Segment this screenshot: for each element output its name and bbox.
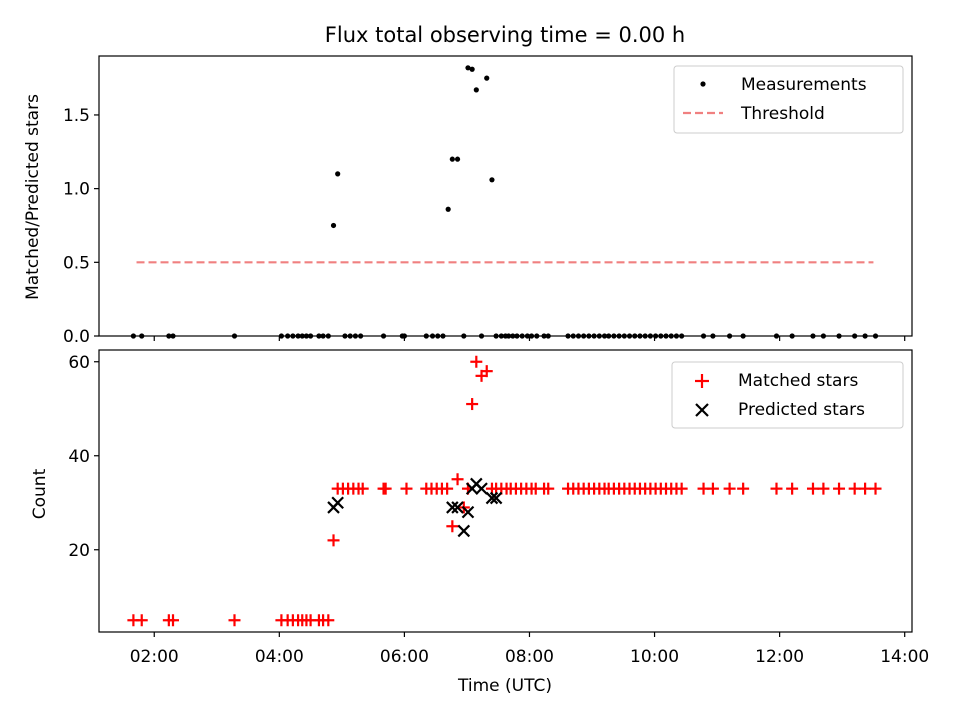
top-legend: Measurements Threshold — [673, 65, 904, 134]
matched-star-point — [859, 482, 872, 495]
chart-title: Flux total observing time = 0.00 h — [325, 23, 685, 47]
x-tick-label: 02:00 — [130, 647, 179, 667]
legend-predicted-marker — [695, 403, 709, 417]
predicted-star-point — [451, 501, 464, 514]
predicted-star-point — [485, 491, 499, 505]
matched-star-point — [327, 534, 340, 547]
measurement-point — [469, 66, 475, 72]
measurement-point — [330, 222, 337, 229]
measurement-point — [473, 87, 479, 93]
bottom-y-tick-label: 40 — [68, 447, 90, 467]
matched-star-point — [135, 614, 148, 627]
legend-measurements-marker — [700, 81, 706, 87]
x-tick-label: 10:00 — [630, 647, 679, 667]
predicted-star-point — [461, 505, 475, 519]
top-panel-frame — [98, 55, 913, 337]
matched-star-point — [675, 482, 688, 495]
matched-star-point — [228, 614, 241, 627]
legend-threshold-label: Threshold — [740, 104, 825, 124]
predicted-star-point — [446, 501, 459, 514]
bottom-panel-x-ticks: 02:00 04:00 06:00 08:00 10:00 12:00 14:00 — [130, 632, 929, 667]
matched-star-point — [833, 482, 846, 495]
predicted-stars-series — [327, 477, 503, 538]
bottom-panel-y-ticks: 20 40 60 — [68, 353, 99, 561]
measurement-point — [484, 75, 490, 81]
bottom-panel-frame — [98, 349, 913, 633]
matched-star-point — [446, 520, 459, 533]
top-y-tick-label: 1.5 — [63, 106, 90, 126]
predicted-star-point — [457, 524, 471, 538]
measurement-point — [454, 156, 461, 162]
top-panel-y-ticks: 0.0 0.5 1.0 1.5 — [63, 106, 99, 347]
x-axis-label: Time (UTC) — [457, 676, 552, 696]
bottom-y-tick-label: 60 — [68, 353, 90, 373]
bottom-legend: Matched stars Predicted stars — [671, 361, 904, 429]
top-y-tick-label: 0.0 — [63, 327, 90, 347]
matched-star-point — [706, 482, 719, 495]
measurement-point — [445, 206, 451, 212]
x-tick-label: 14:00 — [880, 647, 929, 667]
matched-star-point — [737, 482, 750, 495]
legend-measurements-label: Measurements — [741, 75, 867, 95]
matched-star-point — [451, 473, 464, 486]
top-panel: 0.0 0.5 1.0 1.5 Matched/Predicted stars Mea… — [23, 55, 913, 347]
bottom-panel: 20 40 60 02:00 04:00 06:00 08:00 10:00 12:00 14:… — [30, 349, 929, 696]
matched-star-point — [470, 355, 483, 368]
bottom-legend-box — [671, 361, 904, 429]
matched-star-point — [167, 614, 180, 627]
predicted-star-point — [475, 482, 488, 495]
x-tick-label: 08:00 — [505, 647, 554, 667]
x-tick-label: 12:00 — [755, 647, 804, 667]
matched-star-point — [806, 482, 819, 495]
matched-star-point — [770, 482, 783, 495]
matched-star-point — [322, 614, 335, 627]
predicted-star-point — [331, 496, 344, 510]
top-panel-y-label: Matched/Predicted stars — [23, 94, 43, 300]
top-y-tick-label: 1.0 — [63, 180, 90, 200]
predicted-star-point — [489, 491, 503, 505]
matched-star-point — [542, 482, 555, 495]
bottom-panel-y-label: Count — [30, 468, 50, 519]
legend-predicted-label: Predicted stars — [738, 400, 865, 420]
top-legend-box — [673, 65, 904, 134]
matched-star-point — [480, 365, 493, 378]
x-tick-label: 06:00 — [380, 647, 429, 667]
x-tick-label: 04:00 — [255, 647, 304, 667]
matched-star-point — [723, 482, 736, 495]
top-y-tick-label: 0.5 — [63, 253, 90, 273]
bottom-y-tick-label: 20 — [68, 541, 90, 561]
matched-star-point — [400, 482, 413, 495]
matched-star-point — [356, 482, 369, 495]
legend-matched-label: Matched stars — [738, 371, 858, 391]
measurement-point — [489, 177, 495, 183]
matched-star-point — [786, 482, 799, 495]
measurement-point — [449, 156, 455, 162]
matched-star-point — [848, 482, 861, 495]
legend-matched-marker — [695, 374, 709, 388]
matched-star-point — [441, 482, 454, 495]
matched-star-point — [869, 482, 882, 495]
top-panel-x-ticks — [153, 336, 906, 341]
matched-star-point — [379, 482, 392, 495]
matched-star-point — [466, 398, 479, 411]
matched-stars-series — [127, 355, 882, 627]
measurement-point — [465, 65, 471, 71]
matched-star-point — [817, 482, 830, 495]
measurement-point — [335, 171, 341, 177]
